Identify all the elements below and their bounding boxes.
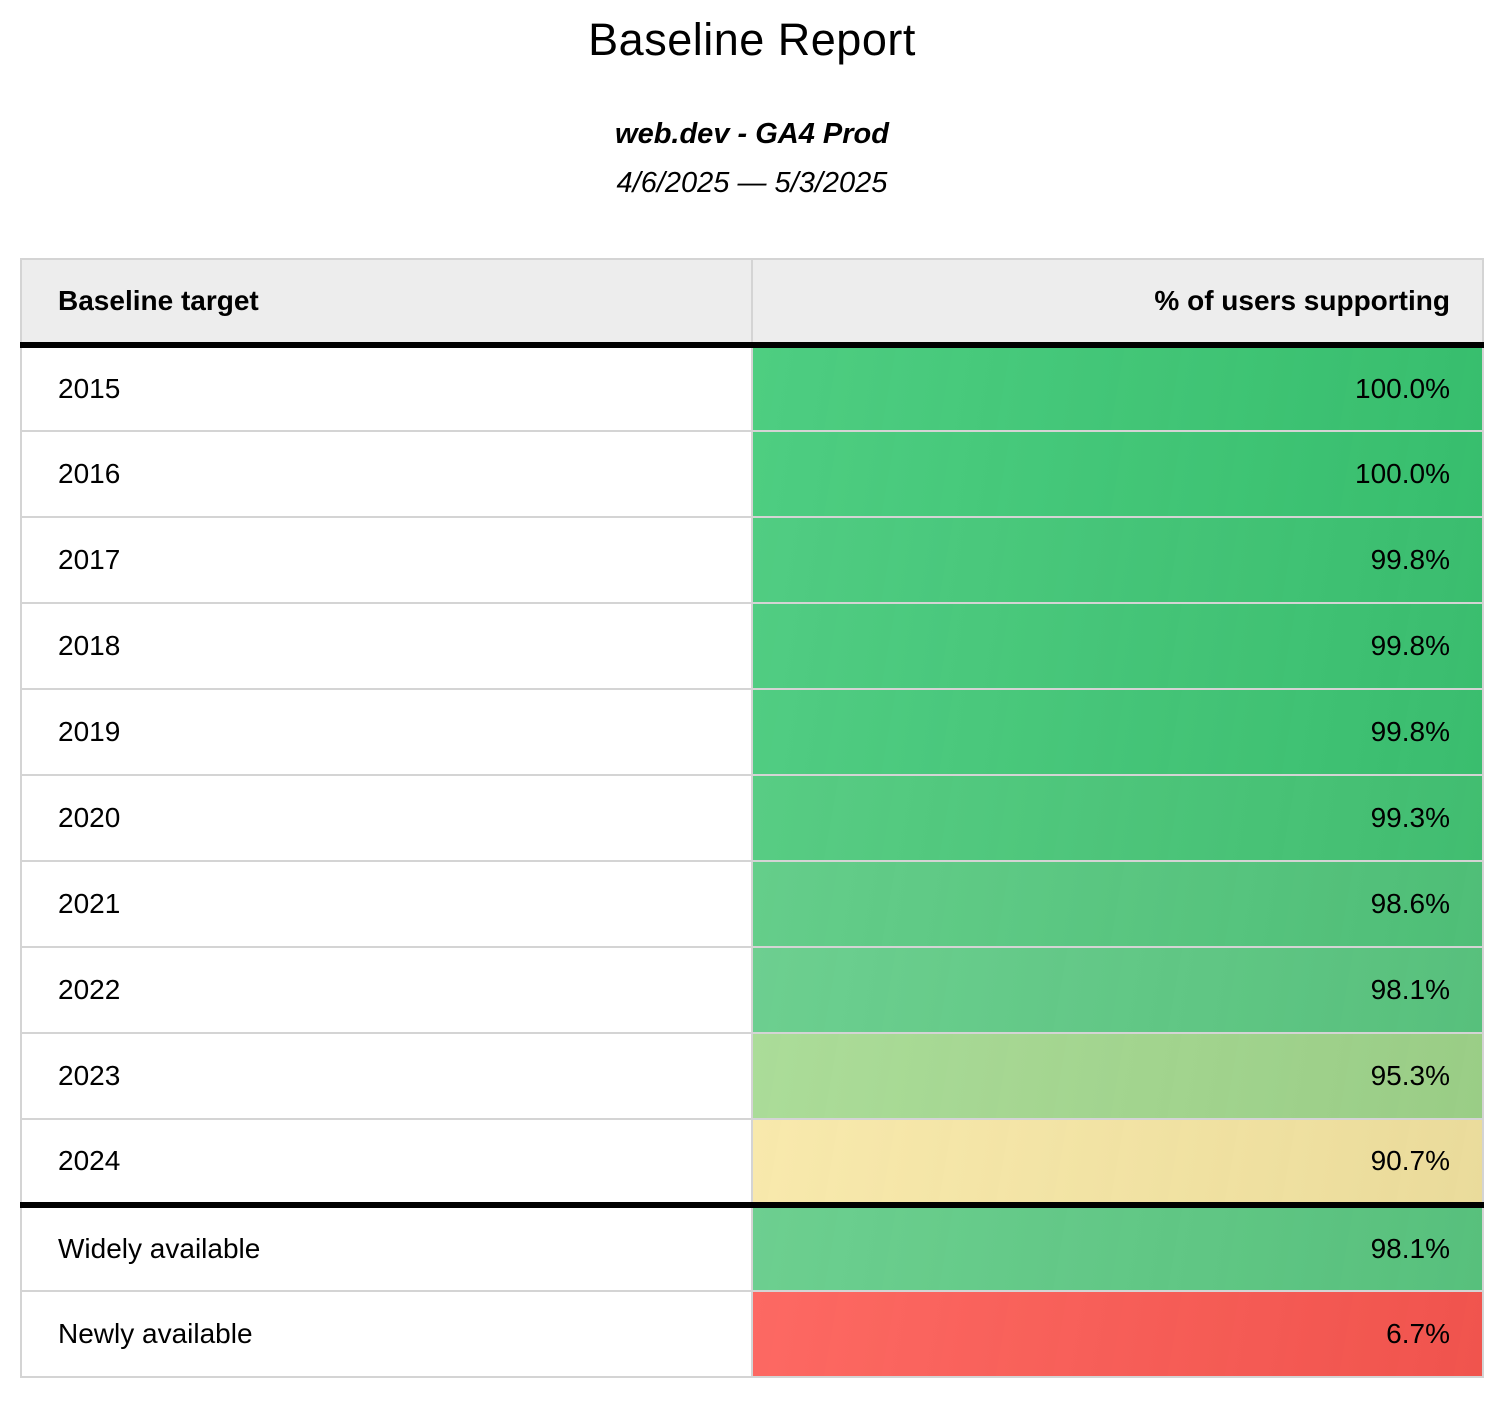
baseline-target-cell: Newly available bbox=[20, 1290, 753, 1379]
baseline-target-cell: 2023 bbox=[20, 1032, 753, 1121]
baseline-target-cell: 2015 bbox=[20, 344, 753, 433]
table-row: 2022 98.1% bbox=[20, 946, 1484, 1035]
support-percent-cell: 100.0% bbox=[751, 344, 1484, 433]
baseline-target-cell: 2021 bbox=[20, 860, 753, 949]
baseline-target-cell: 2018 bbox=[20, 602, 753, 691]
table-row: 2024 90.7% bbox=[20, 1118, 1484, 1207]
report-subtitle: web.dev - GA4 Prod bbox=[615, 118, 889, 151]
table-row: 2019 99.8% bbox=[20, 688, 1484, 777]
support-percent-cell: 95.3% bbox=[751, 1032, 1484, 1121]
baseline-target-cell: Widely available bbox=[20, 1202, 753, 1293]
baseline-target-cell: 2022 bbox=[20, 946, 753, 1035]
column-header-baseline-target: Baseline target bbox=[20, 258, 753, 349]
table-row: 2015 100.0% bbox=[20, 344, 1484, 433]
baseline-target-cell: 2020 bbox=[20, 774, 753, 863]
table-row: 2017 99.8% bbox=[20, 516, 1484, 605]
support-percent-cell: 100.0% bbox=[751, 430, 1484, 519]
report-date-range: 4/6/2025 — 5/3/2025 bbox=[616, 167, 888, 200]
table-row: 2018 99.8% bbox=[20, 602, 1484, 691]
baseline-target-cell: 2017 bbox=[20, 516, 753, 605]
support-percent-cell: 99.8% bbox=[751, 602, 1484, 691]
table-body: 2015 100.0% 2016 100.0% 2017 99.8% 2018 99.8% 20… bbox=[20, 344, 1484, 1379]
baseline-table: Baseline target % of users supporting 20… bbox=[20, 258, 1484, 1379]
support-percent-cell: 99.8% bbox=[751, 688, 1484, 777]
table-row: 2020 99.3% bbox=[20, 774, 1484, 863]
table-header-row: Baseline target % of users supporting bbox=[20, 258, 1484, 349]
support-percent-cell: 99.3% bbox=[751, 774, 1484, 863]
table-row: Newly available 6.7% bbox=[20, 1290, 1484, 1379]
baseline-target-cell: 2016 bbox=[20, 430, 753, 519]
table-row: 2016 100.0% bbox=[20, 430, 1484, 519]
support-percent-cell: 90.7% bbox=[751, 1118, 1484, 1207]
page-title: Baseline Report bbox=[588, 14, 916, 65]
support-percent-cell: 98.1% bbox=[751, 1202, 1484, 1293]
support-percent-cell: 98.6% bbox=[751, 860, 1484, 949]
column-header-percent-supporting: % of users supporting bbox=[751, 258, 1484, 349]
table-row: Widely available 98.1% bbox=[20, 1202, 1484, 1293]
baseline-target-cell: 2024 bbox=[20, 1118, 753, 1207]
baseline-target-cell: 2019 bbox=[20, 688, 753, 777]
support-percent-cell: 98.1% bbox=[751, 946, 1484, 1035]
support-percent-cell: 6.7% bbox=[751, 1290, 1484, 1379]
table-row: 2023 95.3% bbox=[20, 1032, 1484, 1121]
table-row: 2021 98.6% bbox=[20, 860, 1484, 949]
table-header: Baseline target % of users supporting bbox=[20, 258, 1484, 349]
support-percent-cell: 99.8% bbox=[751, 516, 1484, 605]
